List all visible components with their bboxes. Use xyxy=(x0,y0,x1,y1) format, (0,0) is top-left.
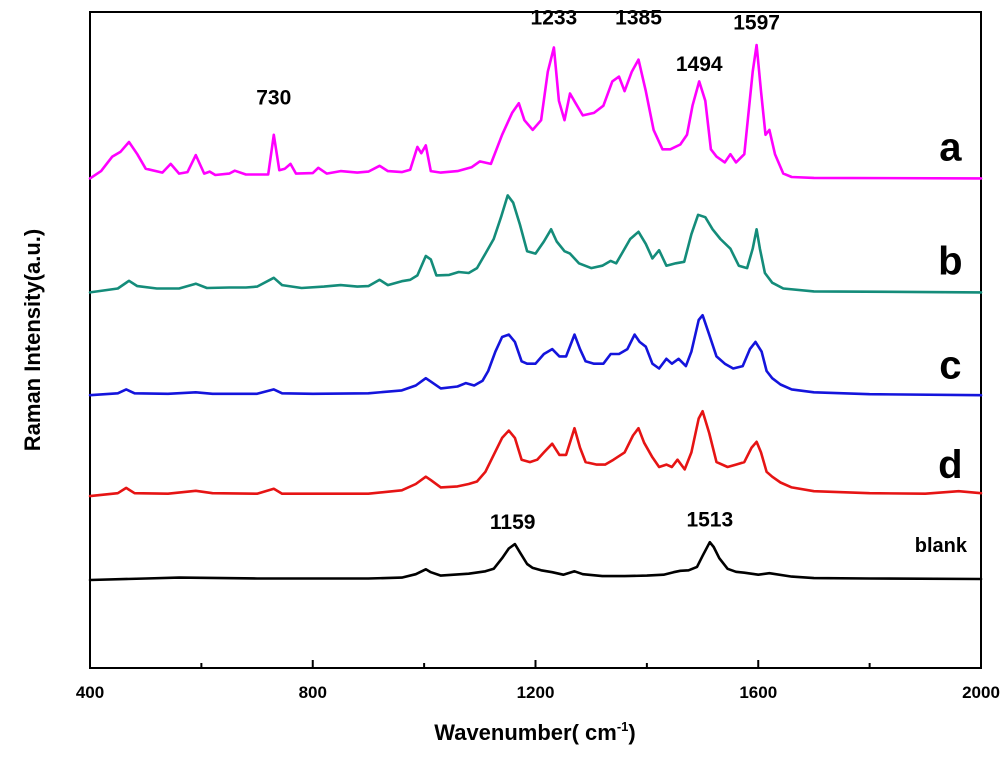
y-axis-title: Raman Intensity(a.u.) xyxy=(20,229,45,451)
x-ticks: 400 800 1200 1600 2000 xyxy=(76,660,1000,702)
series-line-d xyxy=(88,409,983,498)
series-line-b xyxy=(88,194,983,294)
series-line-blank xyxy=(88,540,983,582)
x-tick-label: 1200 xyxy=(517,683,555,702)
series-label-blank: blank xyxy=(915,535,968,557)
series-labels: a b c d blank xyxy=(915,125,968,556)
peak-annotation: 1597 xyxy=(733,12,780,35)
peak-annotation: 1385 xyxy=(615,7,662,30)
x-tick-label: 400 xyxy=(76,683,104,702)
x-axis-title: Wavenumber( cm-1) xyxy=(434,719,635,745)
peak-annotation: 1494 xyxy=(676,53,723,76)
peak-annotation: 1513 xyxy=(686,509,733,532)
series-line-c xyxy=(88,313,983,397)
peak-annotations: 730 1233 1385 1494 1597 1159 1513 xyxy=(256,7,780,534)
x-tick-label: 1600 xyxy=(739,683,777,702)
peak-annotation: 1233 xyxy=(531,7,578,30)
x-tick-label: 800 xyxy=(299,683,327,702)
series-label-a: a xyxy=(939,125,962,169)
series-label-b: b xyxy=(938,239,962,283)
peak-annotation: 1159 xyxy=(490,511,536,534)
x-tick-label: 2000 xyxy=(962,683,1000,702)
series-line-a xyxy=(88,43,983,180)
series-label-c: c xyxy=(939,344,961,388)
series-label-d: d xyxy=(938,443,962,487)
peak-annotation: 730 xyxy=(256,87,291,110)
series-lines xyxy=(88,43,983,582)
